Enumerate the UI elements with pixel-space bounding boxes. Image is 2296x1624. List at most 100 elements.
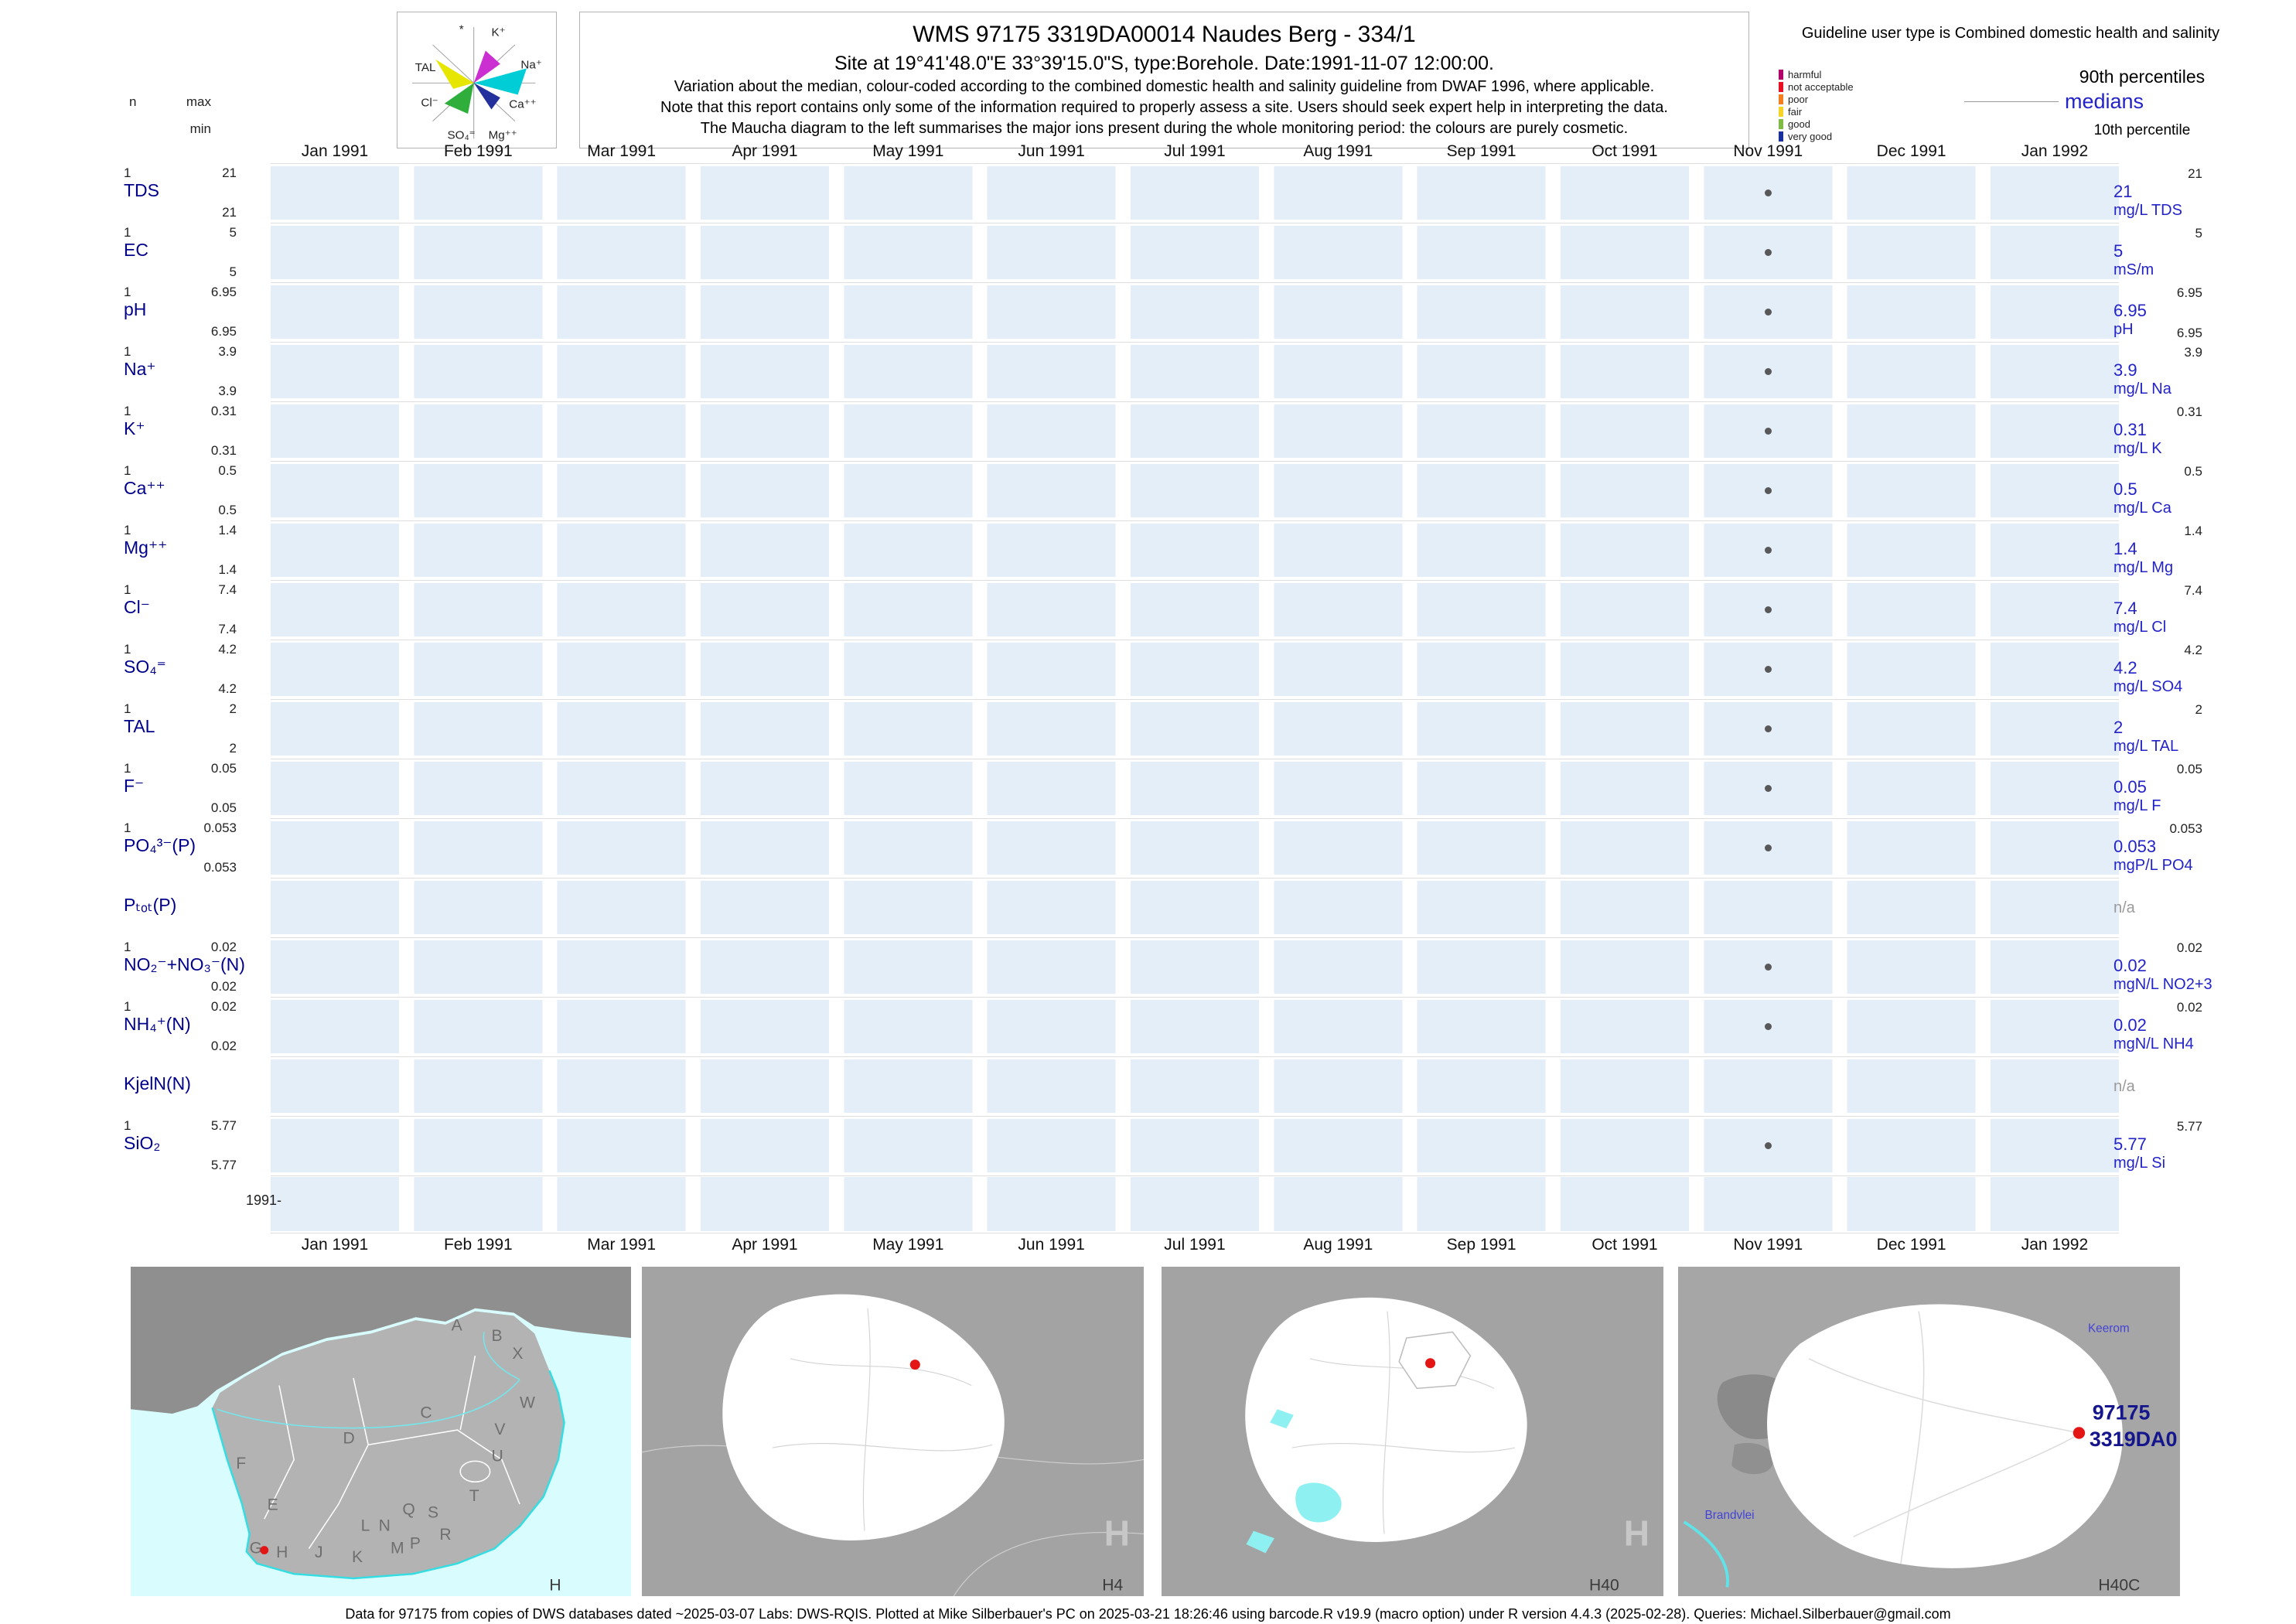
month-tick-label: Jun 1991 xyxy=(1018,142,1085,160)
param-row-k: 1 0.31 0.31 K⁺ 0.31 0.31 mg/L K xyxy=(0,401,2296,461)
month-tick-label: Aug 1991 xyxy=(1303,1236,1373,1254)
map-corner-label: H40C xyxy=(2098,1576,2140,1594)
parameter-name: TDS xyxy=(124,180,159,200)
coastline xyxy=(211,1370,565,1580)
sample-count: 1 xyxy=(124,165,131,180)
row-right-labels: 1.4 1.4 mg/L Mg xyxy=(2107,520,2288,580)
parameter-name: SO₄⁼ xyxy=(124,657,166,677)
p90-value: 0.02 xyxy=(2176,1000,2202,1015)
param-row-ca: 1 0.5 0.5 Ca⁺⁺ 0.5 0.5 mg/L Ca xyxy=(0,461,2296,520)
median-value: 5.77 xyxy=(2113,1134,2147,1154)
median-value: 0.05 xyxy=(2113,777,2147,797)
drainage-region-letter: K xyxy=(352,1548,363,1566)
catchment-h40c-area xyxy=(1767,1304,2123,1568)
row-plot-strip xyxy=(271,762,2119,815)
row-plot-strip xyxy=(271,643,2119,696)
guideline-title: Guideline user type is Combined domestic… xyxy=(1801,25,2220,42)
max-value: 2 xyxy=(229,701,237,716)
guideline-class-label: harmful xyxy=(1788,68,1822,80)
param-row-no2no3: 1 0.02 0.02 NO₂⁻+NO₃⁻(N) 0.02 0.02 mgN/L NO2+3 xyxy=(0,937,2296,997)
drainage-region-letter: T xyxy=(469,1487,479,1505)
row-gridline xyxy=(271,1056,2119,1057)
sample-point xyxy=(1765,189,1772,196)
p90-value: 3.9 xyxy=(2184,345,2202,360)
max-value: 3.9 xyxy=(218,344,237,359)
median-value: 0.053 xyxy=(2113,837,2157,856)
parameter-name: EC xyxy=(124,240,148,260)
param-row-mg: 1 1.4 1.4 Mg⁺⁺ 1.4 1.4 mg/L Mg xyxy=(0,520,2296,580)
min-value: 2 xyxy=(229,741,237,756)
maucha-ion-label: Cl⁻ xyxy=(421,97,438,110)
median-value: 0.02 xyxy=(2113,1015,2147,1035)
region-big-letter: H xyxy=(1104,1513,1130,1554)
month-tick-label: May 1991 xyxy=(872,1236,944,1254)
month-axis-top: Jan 1991 Feb 1991 Mar 1991 Apr 1991 May 1991… xyxy=(271,142,2119,162)
unit-label: mg/L K xyxy=(2113,440,2162,457)
drainage-region-letter: W xyxy=(520,1394,535,1411)
param-row-tds: 1 21 21 TDS 21 21 mg/L TDS xyxy=(0,163,2296,223)
site-subtitle: Site at 19°41'48.0"E 33°39'15.0"S, type:… xyxy=(834,53,1494,74)
max-value: 5 xyxy=(229,225,237,240)
map-region-h40c: Keerom Brandvlei 97175 3319DA0 H40C xyxy=(1678,1267,2180,1596)
p90-value: 2 xyxy=(2195,702,2202,717)
month-tick-label: Jul 1991 xyxy=(1164,1236,1226,1254)
drainage-region-letter: H xyxy=(276,1544,288,1561)
drainage-region-letter: L xyxy=(361,1517,370,1535)
month-tick-label: Aug 1991 xyxy=(1303,142,1373,160)
sample-point xyxy=(1765,249,1772,256)
parameter-name: NO₂⁻+NO₃⁻(N) xyxy=(124,954,245,974)
row-right-labels: 2 2 mg/L TAL xyxy=(2107,699,2288,759)
drainage-region-letter: G xyxy=(250,1539,262,1557)
note-disclaimer: Note that this report contains only some… xyxy=(660,99,1668,116)
row-left-labels: 1 1.4 1.4 Mg⁺⁺ xyxy=(122,520,237,580)
unit-label: mg/L Cl xyxy=(2113,619,2167,636)
row-gridline xyxy=(271,461,2119,462)
sample-count: 1 xyxy=(124,463,131,478)
row-gridline xyxy=(271,699,2119,700)
p90-value: 5.77 xyxy=(2176,1119,2202,1134)
sample-count: 1 xyxy=(124,761,131,776)
p90-value: 21 xyxy=(2188,166,2202,181)
guideline-class-item: fair xyxy=(1779,105,1854,118)
guideline-class-label: fair xyxy=(1788,105,1803,118)
row-left-labels: 1 3.9 3.9 Na⁺ xyxy=(122,342,237,401)
south-africa-land xyxy=(212,1311,565,1578)
month-tick-label: May 1991 xyxy=(872,142,944,160)
row-plot-strip xyxy=(271,940,2119,994)
row-right-labels: 0.31 0.31 mg/L K xyxy=(2107,401,2288,461)
max-value: 5.77 xyxy=(210,1118,237,1133)
row-right-labels: 0.053 0.053 mgP/L PO4 xyxy=(2107,818,2288,878)
row-left-labels: Pₜₒₜ(P) xyxy=(122,878,237,937)
row-gridline xyxy=(271,520,2119,521)
region-big-letter: H xyxy=(1624,1513,1650,1554)
max-value: 7.4 xyxy=(218,582,237,597)
row-plot-strip xyxy=(271,166,2119,220)
month-tick-label: Jan 1992 xyxy=(2021,1236,2089,1254)
min-header: min xyxy=(189,121,211,136)
row-gridline xyxy=(271,401,2119,402)
row-left-labels: 1 0.02 0.02 NO₂⁻+NO₃⁻(N) xyxy=(122,937,245,997)
guideline-class-item: not acceptable xyxy=(1779,80,1854,93)
row-left-labels: 1 21 21 TDS xyxy=(122,163,237,223)
maucha-ion-label: Na⁺ xyxy=(520,58,541,71)
site-code-label: 3319DA0 xyxy=(2090,1428,2178,1451)
max-value: 0.31 xyxy=(210,404,237,418)
drainage-region-letter: F xyxy=(236,1455,246,1472)
row-left-labels: 1 6.95 6.95 pH xyxy=(122,282,237,342)
maucha-wedge-k xyxy=(473,50,500,84)
median-value: 0.02 xyxy=(2113,956,2147,975)
median-value: 21 xyxy=(2113,182,2133,201)
row-right-labels: n/a xyxy=(2107,878,2288,937)
row-gridline xyxy=(271,342,2119,343)
max-header: max xyxy=(186,94,211,109)
guideline-class-color xyxy=(1779,106,1783,117)
row-plot-strip xyxy=(271,583,2119,636)
not-available-label: n/a xyxy=(2113,1078,2135,1095)
max-value: 4.2 xyxy=(218,642,237,657)
unit-label: mgN/L NH4 xyxy=(2113,1035,2194,1053)
guideline-class-legend: harmful not acceptable poor fair good very go… xyxy=(1779,68,1854,142)
parameter-name: TAL xyxy=(124,716,155,736)
sample-point xyxy=(1765,547,1772,554)
param-row-f: 1 0.05 0.05 F⁻ 0.05 0.05 mg/L F xyxy=(0,759,2296,818)
row-left-labels: 1 0.05 0.05 F⁻ xyxy=(122,759,237,818)
